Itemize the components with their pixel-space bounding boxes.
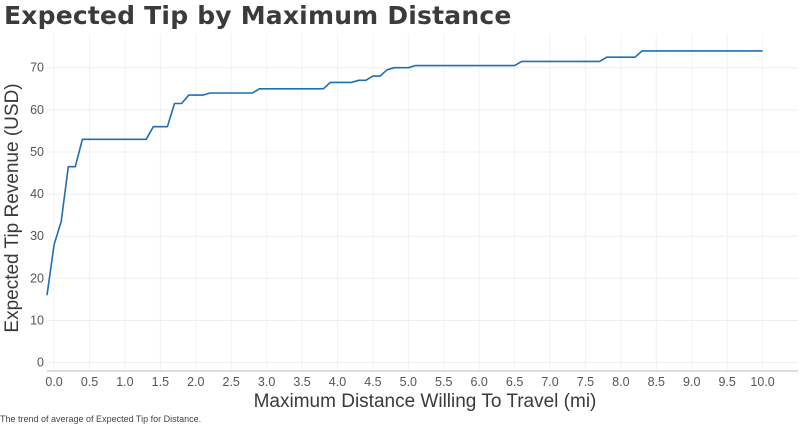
y-axis-title: Expected Tip Revenue (USD): [2, 83, 23, 332]
x-tick-label: 2.5: [223, 375, 240, 389]
x-tick-label: 0.5: [81, 375, 98, 389]
x-tick-label: 3.0: [258, 375, 275, 389]
y-tick-label: 0: [37, 356, 44, 370]
x-tick-label: 9.0: [683, 375, 700, 389]
x-tick-label: 3.5: [293, 375, 310, 389]
x-tick-label: 4.5: [364, 375, 381, 389]
x-tick-label: 9.5: [718, 375, 735, 389]
x-axis-title: Maximum Distance Willing To Travel (mi): [254, 391, 597, 412]
y-tick-label: 10: [30, 313, 44, 327]
x-tick-label: 10.0: [750, 375, 774, 389]
chart-caption: The trend of average of Expected Tip for…: [0, 414, 202, 424]
x-tick-label: 1.5: [152, 375, 169, 389]
x-tick-label: 1.0: [116, 375, 133, 389]
y-tick-label: 30: [30, 229, 44, 243]
x-tick-label: 8.5: [648, 375, 665, 389]
x-tick-label: 7.5: [577, 375, 594, 389]
x-tick-label: 0.0: [45, 375, 62, 389]
x-tick-label: 7.0: [541, 375, 558, 389]
x-tick-label: 5.0: [400, 375, 417, 389]
series-line: [46, 50, 763, 296]
y-tick-label: 20: [30, 271, 44, 285]
x-tick-label: 6.0: [470, 375, 487, 389]
y-tick-label: 60: [30, 103, 44, 117]
x-tick-label: 4.0: [329, 375, 346, 389]
y-tick-label: 50: [30, 145, 44, 159]
y-tick-label: 70: [30, 61, 44, 75]
y-tick-labels: 0 10 20 30 40 50 60 70: [30, 61, 44, 370]
x-tick-label: 8.0: [612, 375, 629, 389]
x-tick-labels: 0.0 0.5 1.0 1.5 2.0 2.5 3.0 3.5 4.0 4.5 5.0 5.5 6.0 6…: [45, 375, 774, 389]
grid: [47, 34, 798, 371]
x-tick-label: 5.5: [435, 375, 452, 389]
x-tick-label: 6.5: [506, 375, 523, 389]
chart-title: Expected Tip by Maximum Distance: [4, 1, 512, 30]
x-tick-label: 2.0: [187, 375, 204, 389]
y-tick-label: 40: [30, 187, 44, 201]
